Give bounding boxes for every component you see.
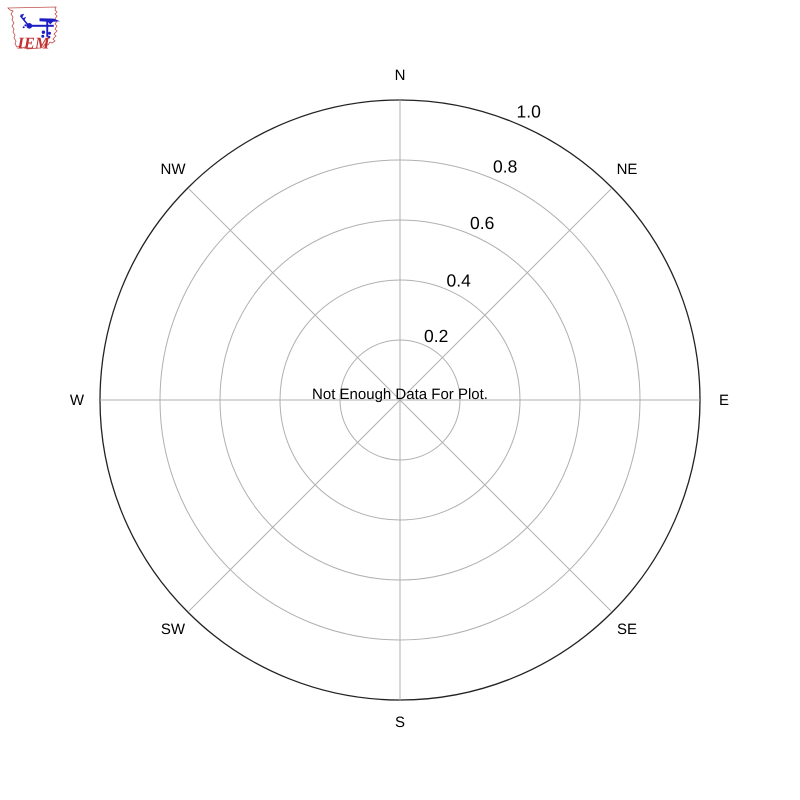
svg-text:0.6: 0.6	[470, 213, 494, 233]
svg-text:IEM: IEM	[17, 34, 51, 53]
svg-text:S: S	[395, 714, 405, 731]
svg-text:SW: SW	[161, 621, 186, 638]
svg-text:E: E	[719, 392, 729, 409]
svg-text:SE: SE	[617, 621, 637, 638]
svg-text:N: N	[395, 67, 406, 84]
svg-text:W: W	[70, 392, 85, 409]
svg-text:Not Enough Data For Plot.: Not Enough Data For Plot.	[312, 386, 488, 403]
svg-text:NE: NE	[617, 161, 638, 178]
svg-text:1.0: 1.0	[517, 102, 542, 122]
svg-text:0.2: 0.2	[424, 326, 448, 346]
svg-text:NW: NW	[161, 161, 187, 178]
svg-text:0.4: 0.4	[447, 270, 472, 290]
svg-text:0.8: 0.8	[493, 157, 517, 177]
